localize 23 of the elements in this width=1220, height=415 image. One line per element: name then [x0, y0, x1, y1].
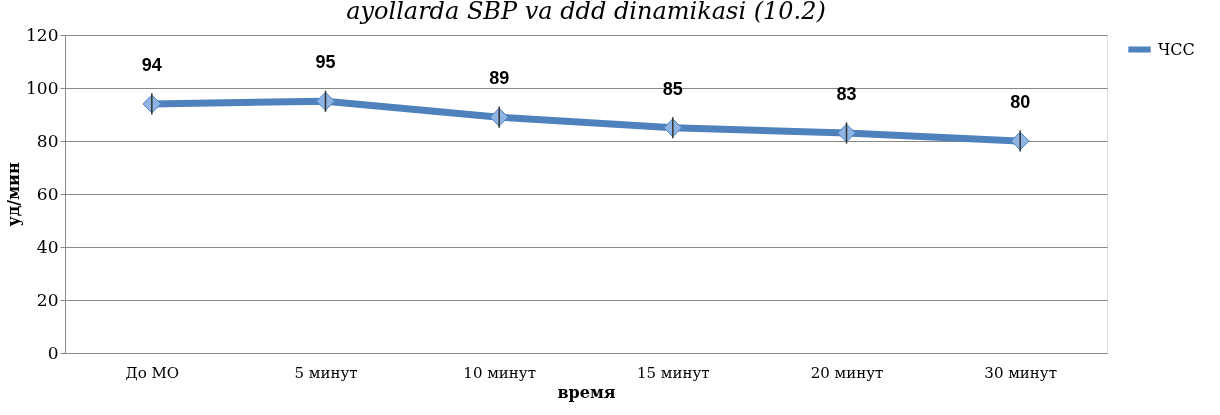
- y-tick-label: 120: [26, 24, 59, 45]
- y-tick-label: 20: [36, 289, 59, 310]
- data-label: 83: [836, 84, 857, 105]
- y-tick-label: 100: [26, 77, 59, 98]
- data-label: 89: [489, 68, 510, 89]
- legend-label: ЧСС: [1158, 39, 1195, 59]
- x-tick-label: 10 минут: [463, 363, 536, 382]
- x-tick-label: 20 минут: [810, 363, 884, 382]
- data-label: 85: [662, 78, 683, 99]
- x-tick-label: До МО: [125, 363, 180, 382]
- data-label: 94: [141, 54, 162, 75]
- y-tick-label: 0: [47, 342, 59, 363]
- x-tick-label: 15 минут: [637, 363, 710, 382]
- y-tick-label: 60: [36, 183, 59, 204]
- chart-title: ayollarda SBP va ddd dinamikasi (10.2): [346, 0, 826, 25]
- y-tick-label: 80: [36, 130, 59, 151]
- y-axis-title: уд/мин: [4, 162, 24, 227]
- x-axis-title: время: [557, 382, 616, 402]
- x-tick-label: 30 минут: [984, 363, 1057, 382]
- data-label: 80: [1010, 92, 1031, 112]
- data-label: 95: [315, 52, 336, 73]
- y-tick-label: 40: [36, 236, 59, 257]
- x-tick-label: 5 минут: [294, 363, 358, 382]
